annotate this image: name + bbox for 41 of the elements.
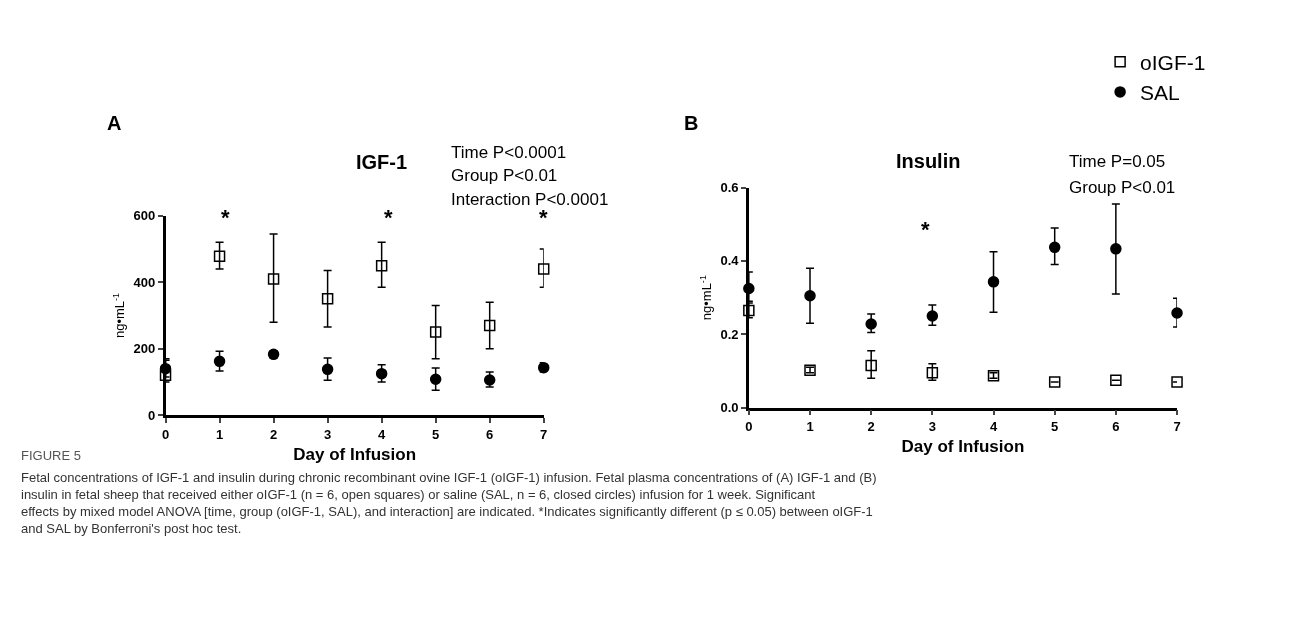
legend-label: oIGF-1 (1140, 50, 1206, 74)
x-tick-label: 2 (867, 419, 875, 434)
x-tick-label: 4 (378, 426, 387, 442)
y-tick-label: 0.2 (720, 326, 739, 342)
y-tick-label: 600 (133, 208, 156, 224)
y-tick-label: 400 (133, 274, 156, 290)
text: Group P<0.01 (451, 166, 558, 185)
y-tick-label: 0 (147, 407, 156, 423)
chart-title: IGF-1 (356, 151, 408, 173)
x-tick-label: 7 (540, 426, 548, 442)
annotation: * (384, 205, 393, 230)
chart-title: Insulin (896, 150, 961, 172)
text: Fetal concentrations of IGF-1 and insulin during chronic recombinant ovine IGF-1 (oIGF-1) infusion. Fetal plasma concentrations of (A) IGF-1 and (B) insulin in fetal sheep that received either oIGF-1 (n = 6, open squares) or saline (SAL, n = 6, closed circles) infusion for 1 week. Significant effects by mixed model ANOVA [time, group (oIGF-1, SAL), and interaction] are indicated. *Indicates significantly different (p ≤ 0.05) between oIGF-1 and SAL by Bonferroni's post hoc test. (21, 470, 877, 536)
x-tick-label: 3 (928, 419, 936, 434)
x-tick-label: 7 (1173, 419, 1181, 434)
legend-label: SAL (1140, 81, 1180, 105)
text: Time P<0.0001 (451, 143, 567, 162)
text: Time P=0.05 (1069, 152, 1166, 171)
text: A (107, 112, 122, 134)
x-tick-label: 1 (806, 419, 814, 434)
x-tick-label: 0 (745, 419, 753, 434)
annotation: * (921, 217, 930, 242)
x-tick-label: 1 (215, 426, 224, 442)
text: B (684, 112, 699, 134)
x-axis-title: Day of Infusion (293, 444, 417, 464)
x-tick-label: 2 (269, 426, 278, 442)
y-tick-label: 0.4 (720, 253, 740, 269)
x-tick-label: 0 (161, 426, 170, 442)
y-tick-label: 200 (133, 341, 156, 357)
x-tick-label: 3 (323, 426, 332, 442)
x-axis-title: Day of Infusion (901, 437, 1025, 457)
x-tick-label: 6 (1112, 419, 1120, 434)
y-tick-label: 0.0 (720, 400, 739, 416)
x-tick-label: 6 (486, 426, 494, 442)
y-tick-label: 0.6 (720, 180, 739, 196)
annotation: * (221, 205, 230, 230)
x-tick-label: 5 (1051, 419, 1059, 434)
annotation: Group P<0.01 (1069, 178, 1176, 197)
x-tick-label: 5 (432, 426, 440, 442)
text: FIGURE 5 (21, 448, 81, 463)
x-tick-label: 4 (989, 419, 998, 434)
